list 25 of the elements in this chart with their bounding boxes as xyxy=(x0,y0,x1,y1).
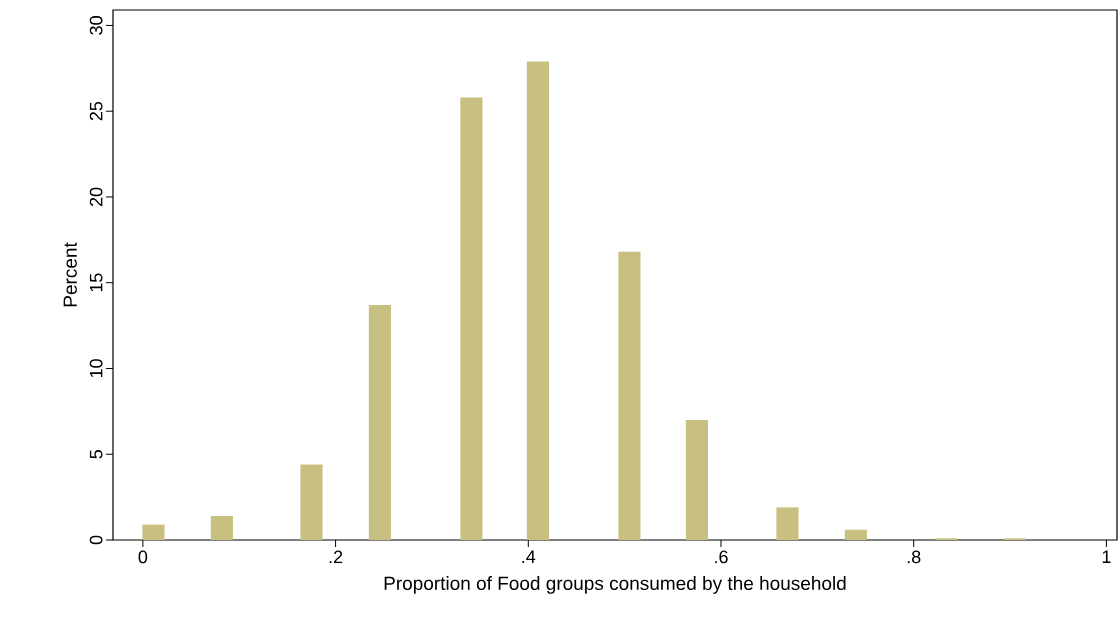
bar xyxy=(844,529,867,540)
y-tick-label: 10 xyxy=(89,359,103,378)
y-tick-label: 20 xyxy=(89,187,103,207)
x-tick-label: 0 xyxy=(138,550,148,564)
bar xyxy=(368,305,391,540)
y-tick-label: 15 xyxy=(89,273,103,292)
x-tick-label: .2 xyxy=(329,550,343,564)
y-tick-label: 0 xyxy=(89,535,103,545)
bar xyxy=(776,507,799,540)
bar xyxy=(618,251,641,540)
x-tick-label: .6 xyxy=(715,550,728,564)
bar xyxy=(300,464,323,540)
x-tick-label: 1 xyxy=(1102,550,1111,563)
y-axis-title: Percent xyxy=(63,242,77,307)
x-tick-label: .4 xyxy=(522,550,536,563)
bar xyxy=(685,419,708,540)
y-tick-label: 25 xyxy=(89,101,103,121)
bar xyxy=(210,515,233,540)
y-tick-label: 30 xyxy=(89,16,103,35)
x-axis-title: Proportion of Food groups consumed by the household xyxy=(384,576,846,594)
y-tick-label: 5 xyxy=(89,449,103,459)
bar xyxy=(526,61,549,540)
bar xyxy=(142,524,165,540)
bar xyxy=(460,97,483,540)
x-tick-label: .8 xyxy=(907,550,921,564)
